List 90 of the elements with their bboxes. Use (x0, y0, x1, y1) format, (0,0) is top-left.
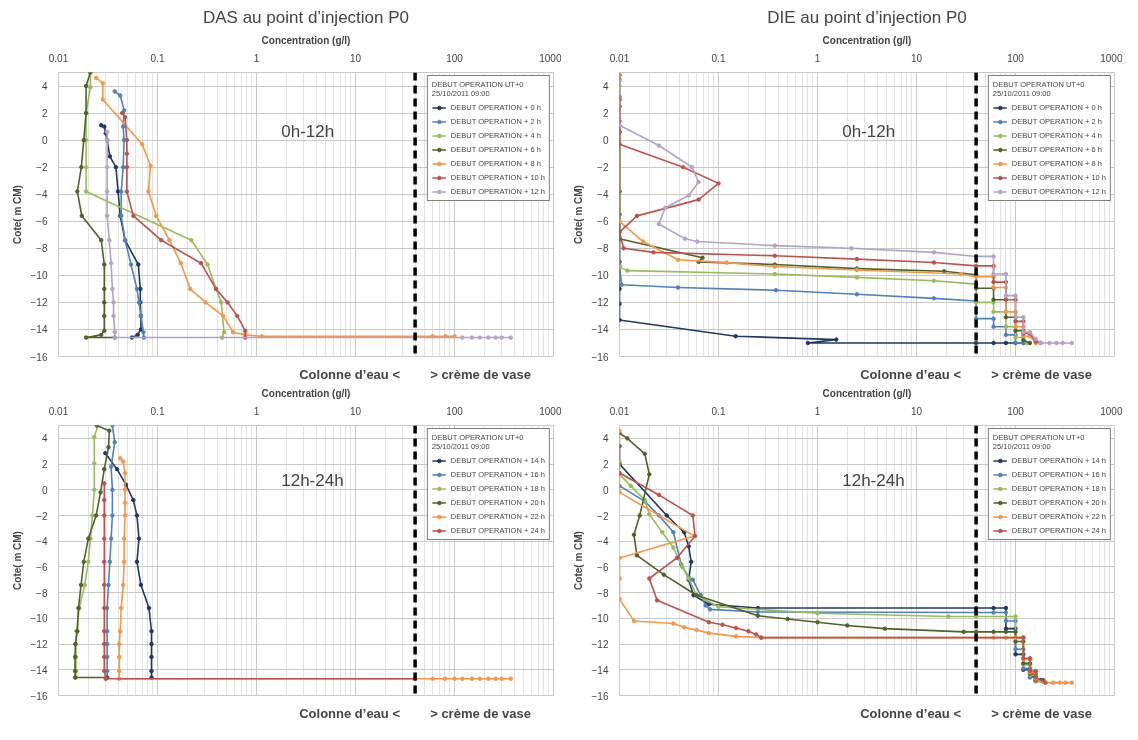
text: Colonne d’eau < (299, 366, 401, 382)
y-tick-label: −10 (30, 613, 48, 625)
y-tick-label: −16 (591, 690, 609, 702)
x-tick-label: 0.1 (711, 405, 726, 417)
text: Colonne d’eau < (860, 705, 962, 721)
y-tick-label: −6 (36, 561, 48, 573)
y-tick-label: −14 (591, 324, 609, 336)
x-tick-label: 0.1 (150, 52, 165, 64)
y-tick-label: −10 (30, 270, 48, 282)
y-tick-label: −6 (36, 216, 48, 228)
x-tick-label: 1000 (1100, 405, 1123, 417)
y-tick-label: 0 (41, 484, 48, 496)
text: > crème de vase (430, 705, 532, 721)
y-tick-label: 0 (602, 135, 609, 147)
y-tick-label: −2 (597, 162, 609, 174)
x-tick-label: 0.1 (150, 405, 165, 417)
x-tick-label: 10 (910, 52, 923, 64)
x-tick-label: 10 (910, 405, 923, 417)
x-axis-title: Concentration (g/l) (261, 387, 351, 399)
y-tick-label: −14 (30, 324, 48, 336)
annotation: 0h-12h (842, 121, 896, 141)
text: Colonne d’eau < (860, 366, 962, 382)
y-tick-label: −12 (591, 297, 609, 309)
x-tick-label: 0.01 (48, 52, 69, 64)
y-tick-label: −16 (591, 351, 609, 363)
y-tick-label: −12 (591, 639, 609, 651)
y-tick-label: −12 (30, 297, 48, 309)
x-tick-label: 0.01 (609, 52, 630, 64)
y-tick-label: −8 (597, 587, 609, 599)
y-tick-label: 4 (41, 81, 48, 93)
y-tick-label: 2 (41, 108, 48, 120)
text: Colonne d’eau < (299, 705, 401, 721)
y-axis-title: Cote( m CM) (11, 531, 23, 590)
x-tick-label: 1 (253, 405, 260, 417)
chart-title: DIE au point d’injection P0 (767, 7, 967, 27)
y-tick-label: −14 (30, 664, 48, 676)
y-tick-label: −2 (36, 510, 48, 522)
y-tick-label: −6 (597, 561, 609, 573)
x-axis-title: Concentration (g/l) (261, 34, 351, 46)
y-tick-label: 4 (602, 433, 609, 445)
y-tick-label: −14 (591, 664, 609, 676)
y-axis-title: Cote( m CM) (572, 185, 584, 244)
y-tick-label: 4 (41, 433, 48, 445)
x-tick-label: 100 (446, 405, 464, 417)
x-tick-label: 1000 (539, 52, 562, 64)
x-tick-label: 1 (814, 52, 821, 64)
y-tick-label: −8 (36, 587, 48, 599)
y-tick-label: −4 (597, 536, 609, 548)
text: > crème de vase (430, 366, 532, 382)
y-tick-label: −4 (36, 189, 48, 201)
x-axis-title: Concentration (g/l) (822, 387, 912, 399)
y-tick-label: 4 (602, 81, 609, 93)
y-tick-label: 0 (41, 135, 48, 147)
x-tick-label: 100 (446, 52, 464, 64)
y-tick-label: −16 (30, 351, 48, 363)
annotation: 12h-24h (281, 471, 344, 491)
y-tick-label: −4 (36, 536, 48, 548)
y-tick-label: −10 (591, 613, 609, 625)
annotation: 0h-12h (281, 121, 335, 141)
x-tick-label: 10 (349, 52, 362, 64)
x-tick-label: 0.01 (48, 405, 69, 417)
y-axis-title: Cote( m CM) (11, 185, 23, 244)
y-tick-label: −12 (30, 639, 48, 651)
y-tick-label: −2 (597, 510, 609, 522)
x-tick-label: 1 (253, 52, 260, 64)
x-axis-title: Concentration (g/l) (822, 34, 912, 46)
text: > crème de vase (991, 366, 1093, 382)
y-tick-label: 2 (41, 459, 48, 471)
x-tick-label: 100 (1007, 405, 1025, 417)
y-tick-label: 2 (602, 459, 609, 471)
x-tick-label: 100 (1007, 52, 1025, 64)
y-tick-label: −6 (597, 216, 609, 228)
y-axis-title: Cote( m CM) (572, 531, 584, 590)
text: > crème de vase (991, 705, 1093, 721)
y-tick-label: −8 (597, 243, 609, 255)
y-tick-label: −8 (36, 243, 48, 255)
x-tick-label: 0.01 (609, 405, 630, 417)
x-tick-label: 1 (814, 405, 821, 417)
chart-title: DAS au point d’injection P0 (202, 7, 410, 27)
y-tick-label: −16 (30, 690, 48, 702)
y-tick-label: −10 (591, 270, 609, 282)
y-tick-label: 2 (602, 108, 609, 120)
y-tick-label: −4 (597, 189, 609, 201)
y-tick-label: −2 (36, 162, 48, 174)
x-tick-label: 0.1 (711, 52, 726, 64)
y-tick-label: 0 (602, 484, 609, 496)
x-tick-label: 1000 (539, 405, 562, 417)
x-tick-label: 10 (349, 405, 362, 417)
x-tick-label: 1000 (1100, 52, 1123, 64)
annotation: 12h-24h (842, 471, 905, 491)
